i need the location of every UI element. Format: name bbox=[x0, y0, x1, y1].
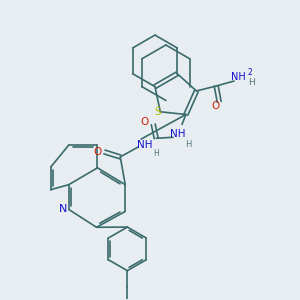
Text: H: H bbox=[153, 149, 159, 158]
Text: NH: NH bbox=[170, 129, 186, 139]
Text: O: O bbox=[140, 117, 148, 128]
Text: H: H bbox=[248, 77, 255, 86]
Text: 2: 2 bbox=[248, 68, 252, 76]
Text: N: N bbox=[58, 204, 67, 214]
Text: H: H bbox=[185, 140, 191, 149]
Text: O: O bbox=[93, 147, 102, 157]
Text: S: S bbox=[154, 107, 160, 117]
Text: O: O bbox=[211, 101, 219, 111]
Text: NH: NH bbox=[137, 140, 153, 150]
Text: NH: NH bbox=[231, 72, 245, 82]
